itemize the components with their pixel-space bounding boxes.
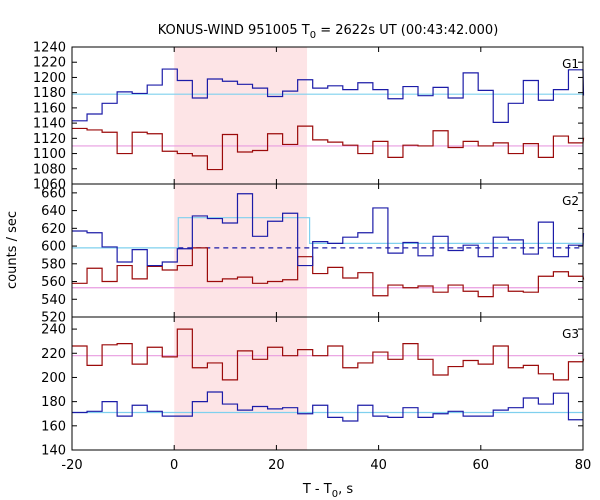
x-tick-label: 20 bbox=[268, 458, 285, 473]
y-tick-label: 1100 bbox=[33, 147, 66, 162]
y-tick-label: 620 bbox=[41, 222, 66, 237]
y-tick-label: 1060 bbox=[33, 178, 66, 193]
x-tick-label: 80 bbox=[575, 458, 592, 473]
chart-title: KONUS-WIND 951005 T0 = 2622s UT (00:43:4… bbox=[158, 23, 499, 41]
y-tick-label: 1120 bbox=[33, 132, 66, 147]
plot-area: 1060108011001120114011601180120012201240… bbox=[33, 41, 591, 474]
y-tick-label: 540 bbox=[41, 293, 66, 308]
x-tick-label: -20 bbox=[61, 458, 82, 473]
x-tick-label: 60 bbox=[473, 458, 490, 473]
panel-label: G1 bbox=[562, 57, 579, 71]
x-tick-label: 40 bbox=[370, 458, 387, 473]
burst-interval-shade bbox=[174, 47, 308, 450]
panel-g2: 520 540 560 580 600 620 640 660 G2 bbox=[41, 183, 585, 326]
y-tick-label: 1140 bbox=[33, 117, 66, 132]
high-energy-background bbox=[72, 217, 583, 249]
y-tick-label: 240 bbox=[41, 323, 66, 338]
panel-frame bbox=[71, 183, 584, 318]
y-tick-label: 1240 bbox=[33, 41, 66, 56]
y-tick-label: 1160 bbox=[33, 101, 66, 116]
y-tick-label: 200 bbox=[41, 371, 66, 386]
y-tick-label: 640 bbox=[41, 204, 66, 219]
panel-g3: 140 160 180 200 220 240 G3 bbox=[41, 316, 585, 459]
y-tick-label: 1200 bbox=[33, 71, 66, 86]
y-tick-label: 180 bbox=[41, 395, 66, 410]
y-tick-label: 600 bbox=[41, 240, 66, 255]
panel-label: G3 bbox=[562, 327, 579, 341]
y-axis-label: counts / sec bbox=[5, 211, 20, 289]
low-energy-lightcurve bbox=[72, 247, 585, 298]
panel-frame bbox=[71, 316, 584, 451]
panel-label: G2 bbox=[562, 194, 579, 208]
low-energy-lightcurve bbox=[72, 328, 585, 381]
y-tick-label: 1220 bbox=[33, 56, 66, 71]
high-energy-lightcurve bbox=[72, 391, 583, 422]
y-tick-label: 1180 bbox=[33, 86, 66, 101]
y-tick-label: 140 bbox=[41, 444, 66, 459]
low-energy-lightcurve bbox=[72, 125, 585, 171]
panel-g1: 1060108011001120114011601180120012201240… bbox=[33, 41, 585, 193]
y-tick-label: 520 bbox=[41, 311, 66, 326]
y-tick-label: 220 bbox=[41, 347, 66, 362]
y-tick-label: 560 bbox=[41, 275, 66, 290]
y-tick-label: 160 bbox=[41, 419, 66, 434]
y-tick-label: 1080 bbox=[33, 162, 66, 177]
high-energy-lightcurve bbox=[72, 193, 585, 267]
x-tick-label: 0 bbox=[170, 458, 178, 473]
y-tick-label: 660 bbox=[41, 186, 66, 201]
high-energy-lightcurve bbox=[72, 68, 585, 123]
x-axis-label: T - T0, s bbox=[302, 482, 353, 500]
panel-frame bbox=[71, 46, 584, 185]
y-tick-label: 580 bbox=[41, 257, 66, 272]
